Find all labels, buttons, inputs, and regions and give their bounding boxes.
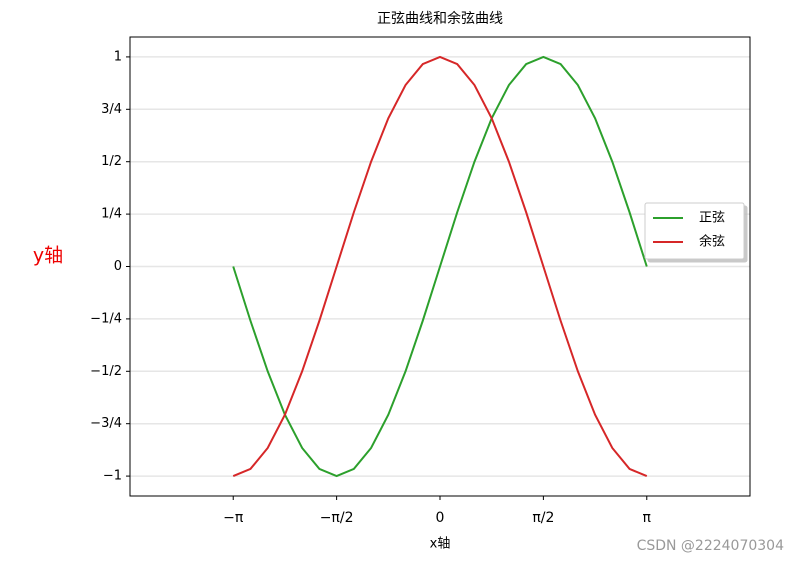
x-tick-label: π/2 — [532, 510, 554, 526]
x-tick-label: −π/2 — [320, 510, 354, 526]
y-tick-label: 0 — [114, 259, 122, 274]
x-tick-label: π — [643, 510, 652, 526]
y-axis-label: y轴 — [33, 245, 63, 267]
watermark: CSDN @2224070304 — [637, 538, 785, 554]
legend-box — [644, 202, 745, 260]
x-axis-label: x轴 — [430, 537, 451, 552]
y-tick-label: 1/4 — [101, 207, 122, 222]
plot-frame — [129, 36, 751, 497]
y-tick-label: −3/4 — [90, 416, 122, 431]
y-tick-label: −1/4 — [90, 311, 122, 326]
x-tick-label: −π — [223, 510, 244, 526]
y-tick-label: −1/2 — [90, 364, 122, 379]
legend-label: 余弦 — [699, 234, 725, 250]
chart-title: 正弦曲线和余弦曲线 — [377, 10, 503, 27]
line-series — [232, 55, 648, 478]
legend-label: 正弦 — [699, 210, 725, 226]
x-tick-label: 0 — [436, 510, 445, 526]
y-tick-label: 1/2 — [101, 154, 122, 169]
y-tick-label: 1 — [114, 49, 122, 64]
y-tick-label: −1 — [103, 469, 122, 484]
line-series — [232, 55, 648, 478]
y-tick-label: 3/4 — [101, 102, 122, 117]
